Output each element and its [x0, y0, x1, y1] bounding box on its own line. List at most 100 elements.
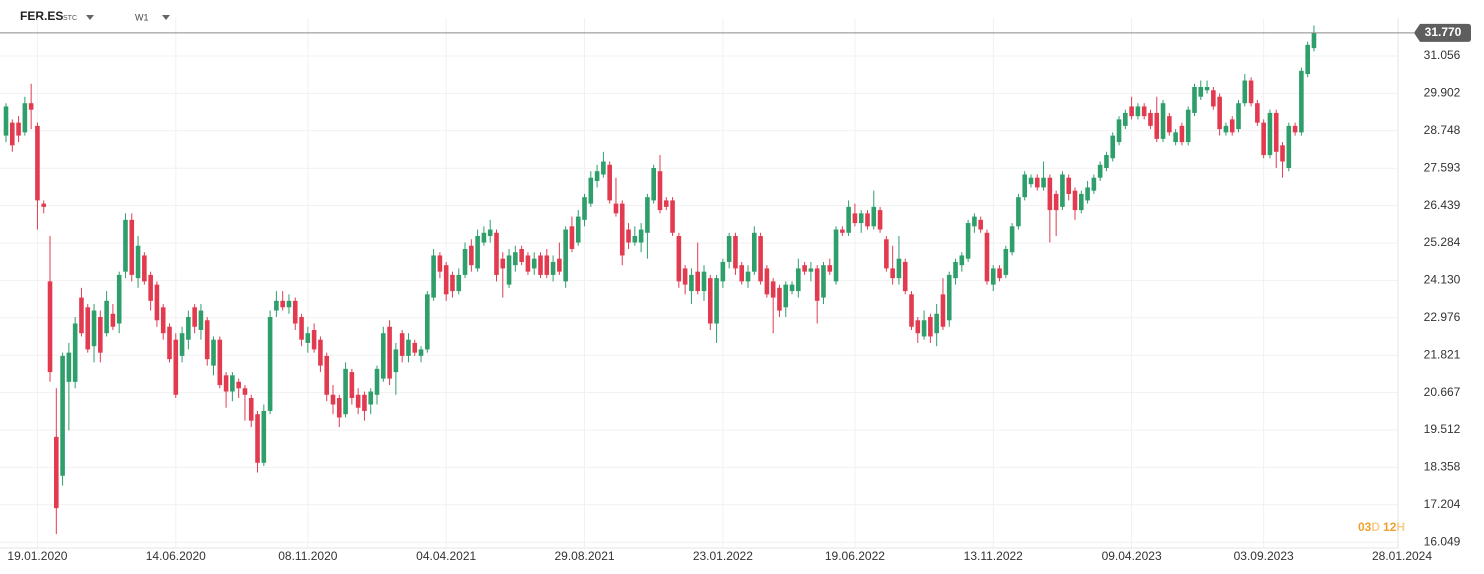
candle-body	[821, 265, 826, 298]
countdown-days: 03	[1358, 520, 1372, 534]
candle-body	[557, 258, 562, 272]
candle-body	[142, 255, 147, 282]
candle-body	[538, 255, 543, 275]
candle-body	[129, 219, 135, 275]
candle-body	[833, 229, 839, 282]
candle-body	[1116, 119, 1122, 143]
x-tick-label: 29.08.2021	[554, 549, 614, 563]
candle-body	[450, 274, 455, 292]
candle-body	[682, 268, 688, 285]
candle-body	[934, 313, 939, 334]
x-tick-label: 14.06.2020	[146, 549, 206, 563]
candle-body	[186, 317, 191, 340]
candle-body	[280, 300, 285, 308]
candle-body	[255, 414, 260, 463]
x-tick-label: 28.01.2024	[1372, 549, 1432, 563]
candle-body	[1261, 122, 1266, 156]
candle-body	[1154, 112, 1160, 139]
candle-body	[890, 268, 895, 279]
candle-body	[1066, 177, 1072, 194]
candle-body	[544, 255, 550, 275]
candle-body	[211, 339, 216, 366]
candle-body	[1229, 119, 1235, 133]
candle-body	[1053, 193, 1059, 211]
candle-body	[198, 310, 204, 330]
candle-body	[431, 255, 436, 298]
candle-body	[98, 317, 103, 353]
candle-body	[217, 339, 223, 386]
candle-body	[670, 200, 675, 233]
candle-body	[1173, 132, 1178, 143]
candle-body	[274, 300, 279, 311]
y-tick-label: 19.512	[1424, 422, 1461, 436]
candle-body	[179, 333, 185, 356]
candle-body	[204, 320, 210, 360]
candle-body	[1110, 135, 1116, 159]
candle-body	[91, 310, 97, 347]
candle-body	[525, 255, 531, 272]
countdown: 03D 12H	[1358, 520, 1405, 534]
candle-body	[852, 213, 858, 224]
candle-body	[840, 229, 845, 233]
candle-body	[456, 274, 462, 292]
candle-body	[299, 317, 304, 340]
candle-body	[22, 103, 28, 133]
candle-body	[60, 355, 65, 476]
candle-body	[286, 300, 292, 308]
candle-body	[462, 248, 468, 275]
candle-body	[1299, 70, 1304, 133]
candle-body	[1248, 80, 1254, 104]
candle-body	[928, 317, 933, 337]
candle-body	[588, 177, 594, 204]
interval-dropdown[interactable]	[162, 15, 170, 20]
candle-body	[645, 197, 650, 233]
x-tick-label: 04.04.2021	[416, 549, 476, 563]
candle-body	[1273, 112, 1279, 152]
candle-body	[783, 284, 789, 308]
candle-body	[789, 284, 795, 292]
candle-body	[764, 268, 770, 295]
plot-area	[0, 18, 1414, 549]
candle-body	[1123, 112, 1128, 126]
candle-body	[192, 307, 197, 327]
symbol-dropdown[interactable]	[86, 15, 94, 20]
candle-body	[487, 229, 493, 237]
candle-body	[1267, 112, 1273, 156]
candle-body	[915, 320, 921, 334]
candle-body	[1211, 90, 1216, 107]
x-tick-label: 09.04.2023	[1102, 549, 1162, 563]
candle-body	[632, 236, 638, 243]
symbol[interactable]: FER.ES	[20, 9, 63, 23]
candle-body	[236, 381, 241, 389]
candle-body	[368, 391, 374, 405]
candle-body	[318, 339, 323, 366]
candle-body	[758, 236, 763, 282]
candle-body	[896, 258, 902, 279]
candle-body	[575, 216, 581, 243]
candle-body	[343, 368, 348, 415]
candle-body	[814, 268, 820, 301]
y-tick-label: 21.821	[1424, 347, 1461, 361]
candle-body	[909, 294, 914, 327]
candle-body	[1091, 177, 1097, 191]
candle-body	[752, 232, 757, 272]
candle-body	[884, 239, 889, 269]
candle-body	[1022, 174, 1028, 198]
candle-body	[663, 200, 669, 207]
candle-body	[946, 274, 952, 321]
candle-body	[16, 122, 21, 136]
toolbar: FER.ES STC W1	[20, 9, 170, 23]
y-tick-label: 28.748	[1424, 123, 1461, 137]
candle-body	[1292, 125, 1298, 133]
candle-body	[1016, 197, 1021, 227]
candle-body	[116, 274, 122, 324]
candle-body	[380, 333, 386, 379]
candle-body	[261, 410, 267, 463]
candle-body	[657, 171, 663, 211]
candle-body	[412, 342, 418, 353]
interval[interactable]: W1	[135, 12, 149, 22]
candle-body	[720, 261, 726, 282]
candle-body	[997, 268, 1002, 279]
